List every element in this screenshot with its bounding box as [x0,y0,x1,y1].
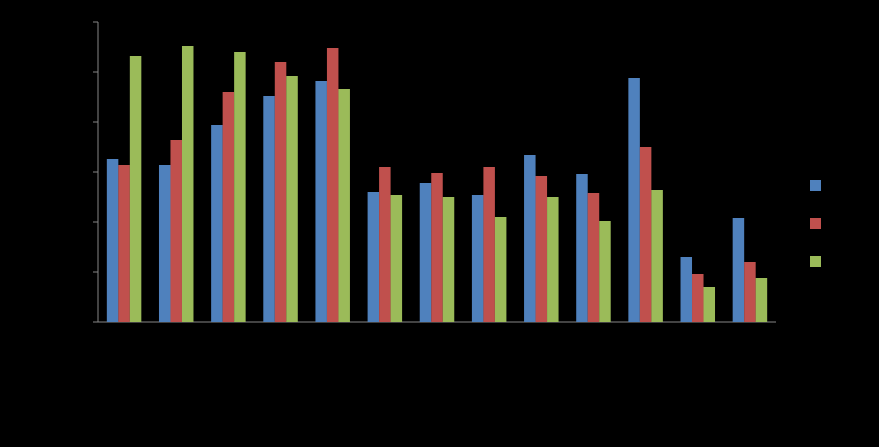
bar [379,167,391,322]
bar [315,81,327,322]
bar [286,76,298,322]
bar [106,159,119,322]
bar [703,287,716,322]
bar [338,89,350,322]
bar [222,92,235,322]
bar [524,155,536,322]
bar [732,218,745,322]
bar [755,278,768,322]
bar [158,165,171,322]
bar [431,173,443,322]
legend-marker [810,180,821,191]
bar [390,195,403,322]
bar [576,174,588,322]
bar [639,147,652,322]
bar [587,193,600,322]
bar [651,190,663,322]
legend-marker [810,218,821,229]
legend-marker [810,256,821,267]
bar [483,167,495,322]
bar [234,52,246,322]
bar [118,165,130,322]
bar [599,221,611,322]
bar [211,125,223,322]
bar [181,46,194,322]
bar [170,140,182,322]
bar [547,197,559,322]
bar [129,56,142,322]
bar [263,96,275,322]
bar [628,78,640,322]
bar [535,176,548,322]
bar [442,197,455,322]
bar [744,262,756,322]
bar [494,217,507,322]
bar [419,183,432,322]
bar [471,195,484,322]
bar [680,257,693,322]
bar [367,192,380,322]
bar [274,62,287,322]
bar [326,48,339,322]
bar [692,274,704,322]
